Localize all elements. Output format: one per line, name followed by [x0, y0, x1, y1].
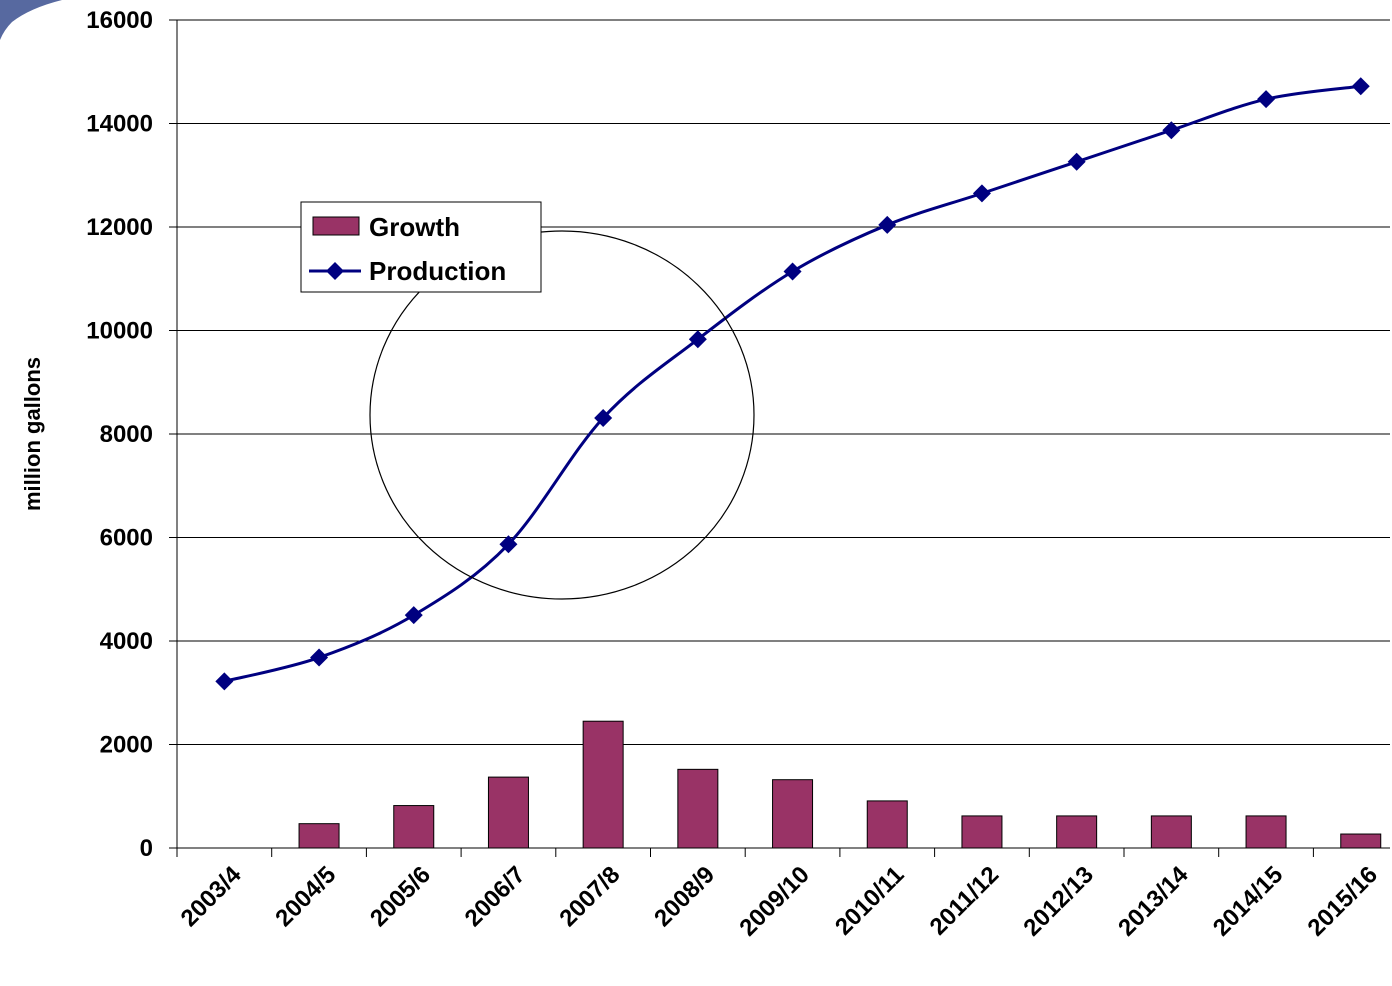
production-series-line [223, 84, 1361, 683]
production-markers [215, 77, 1370, 691]
y-tick-label: 4000 [100, 628, 153, 655]
growth-bar [866, 800, 908, 849]
x-tick-label: 2004/5 [270, 861, 341, 932]
x-tick-label: 2009/10 [734, 861, 814, 941]
production-point [1067, 152, 1086, 171]
y-tick-label: 0 [140, 835, 153, 862]
x-tick-label: 2010/11 [830, 861, 910, 941]
growth-bar [582, 720, 624, 849]
growth-bar [1056, 815, 1098, 849]
production-point [1162, 121, 1181, 140]
y-tick-label: 12000 [86, 214, 153, 241]
x-tick-label: 2012/13 [1018, 861, 1098, 941]
growth-bar [961, 815, 1003, 849]
y-tick-label: 10000 [86, 318, 153, 345]
production-point [404, 606, 423, 625]
growth-bar [677, 768, 719, 849]
legend-growth-swatch [312, 216, 360, 236]
y-tick-label: 14000 [86, 111, 153, 138]
x-tick-label: 2008/9 [649, 861, 720, 932]
x-tick-label: 2003/4 [176, 861, 247, 932]
production-point [972, 184, 991, 203]
gridlines [177, 19, 1390, 745]
growth-bar [772, 779, 814, 849]
y-tick-label: 2000 [100, 732, 153, 759]
y-tick-labels: 0 2000 4000 6000 8000 10000 12000 14000 16000 [86, 7, 153, 862]
corner-decoration [0, 0, 62, 40]
production-point [688, 330, 707, 349]
x-tick-label: 2006/7 [460, 861, 531, 932]
x-tick-label: 2014/15 [1208, 861, 1288, 941]
y-tick-label: 6000 [100, 525, 153, 552]
growth-bars [298, 720, 1382, 849]
production-point [878, 215, 897, 234]
legend-production-swatch-marker [326, 262, 344, 280]
x-tick-label: 2005/6 [365, 861, 436, 932]
production-point [215, 672, 234, 691]
growth-bar [1245, 815, 1287, 849]
production-line [223, 84, 1361, 683]
axes [169, 19, 1390, 857]
growth-bar [393, 805, 435, 849]
x-tick-label: 2011/12 [925, 861, 1005, 941]
production-point [310, 648, 329, 667]
production-point [783, 262, 802, 281]
x-tick-label: 2015/16 [1303, 861, 1383, 941]
growth-bar [487, 776, 529, 849]
growth-bar [1150, 815, 1192, 849]
production-point [1351, 77, 1370, 96]
production-point [1257, 90, 1276, 109]
x-tick-label: 2013/14 [1113, 861, 1194, 942]
legend-production-label: Production [369, 256, 506, 286]
growth-bar [1340, 833, 1382, 849]
y-axis-label: million gallons [20, 357, 45, 511]
legend: Growth Production [300, 201, 542, 293]
production-point [594, 408, 613, 427]
growth-bar [298, 823, 340, 849]
y-tick-label: 8000 [100, 421, 153, 448]
y-tick-label: 16000 [86, 7, 153, 34]
production-point [499, 535, 518, 554]
highlight-circle [369, 230, 755, 600]
x-tick-label: 2007/8 [554, 861, 625, 932]
legend-growth-label: Growth [369, 212, 460, 242]
x-tick-labels: 2003/4 2004/5 2005/6 2006/7 2007/8 2008/9 2009… [176, 861, 1383, 942]
